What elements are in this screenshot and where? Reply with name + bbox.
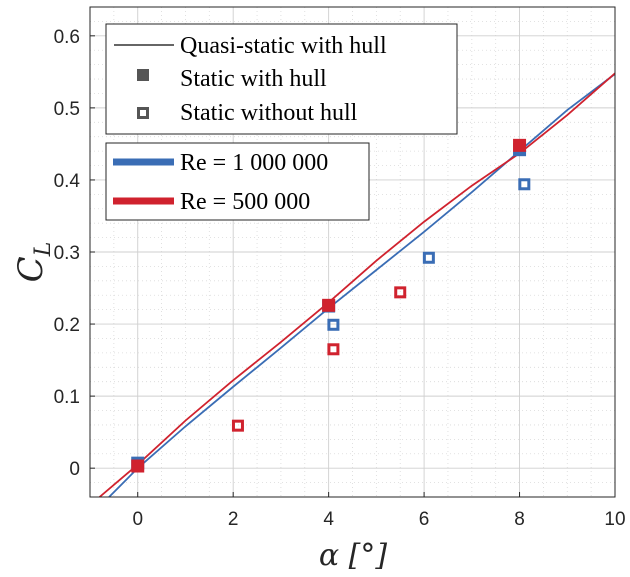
quasi-static-line-series-0 — [108, 73, 615, 497]
x-tick-labels: 0 2 4 6 8 10 — [132, 509, 625, 530]
x-axis-label: α [°] — [319, 538, 387, 573]
legend-label-static-without-hull: Static without hull — [180, 100, 358, 126]
legend-filled-square-marker — [137, 69, 149, 81]
static-with-hull-marker — [322, 298, 336, 312]
legend-label-static-with-hull: Static with hull — [180, 66, 327, 92]
x-tick-label: 0 — [132, 509, 143, 530]
static-without-hull-marker — [231, 419, 244, 432]
minor-grid — [89, 6, 615, 498]
x-tick-label: 4 — [323, 509, 334, 530]
static-with-hull-marker — [513, 138, 527, 152]
x-tick-label: 8 — [514, 509, 525, 530]
style-legend: Quasi-static with hull Static with hull … — [105, 23, 458, 135]
static-without-hull-marker — [518, 178, 531, 191]
series-layer — [98, 72, 615, 497]
tick-marks — [90, 35, 616, 497]
static-without-hull-marker — [327, 343, 340, 356]
color-legend: Re = 1 000 000 Re = 500 000 — [105, 142, 370, 221]
static-without-hull-marker — [394, 286, 407, 299]
y-tick-label: 0.6 — [54, 27, 80, 48]
static-without-hull-marker — [422, 251, 435, 264]
y-tick-label: 0.4 — [54, 171, 81, 192]
y-tick-label: 0 — [69, 459, 80, 480]
static-without-hull-marker — [327, 318, 340, 331]
legend-hollow-square-marker — [137, 107, 149, 119]
y-tick-labels: 0 0.1 0.2 0.3 0.4 0.5 0.6 — [54, 27, 81, 480]
y-tick-label: 0.5 — [54, 99, 80, 120]
legend-label-re-500000: Re = 500 000 — [180, 189, 310, 215]
x-tick-label: 2 — [228, 509, 239, 530]
y-tick-label: 0.3 — [54, 243, 80, 264]
static-with-hull-marker — [131, 459, 145, 473]
x-tick-label: 10 — [604, 509, 625, 530]
legend-label-re-1000000: Re = 1 000 000 — [180, 150, 328, 176]
quasi-static-line-series-1 — [98, 72, 615, 497]
y-tick-label: 0.1 — [54, 387, 80, 408]
y-axis-label: CL — [11, 242, 56, 283]
y-tick-label: 0.2 — [54, 315, 80, 336]
color-legend-box — [105, 142, 370, 221]
style-legend-box — [105, 23, 458, 135]
x-tick-label: 6 — [419, 509, 430, 530]
legend-label-quasi-static: Quasi-static with hull — [180, 33, 387, 59]
